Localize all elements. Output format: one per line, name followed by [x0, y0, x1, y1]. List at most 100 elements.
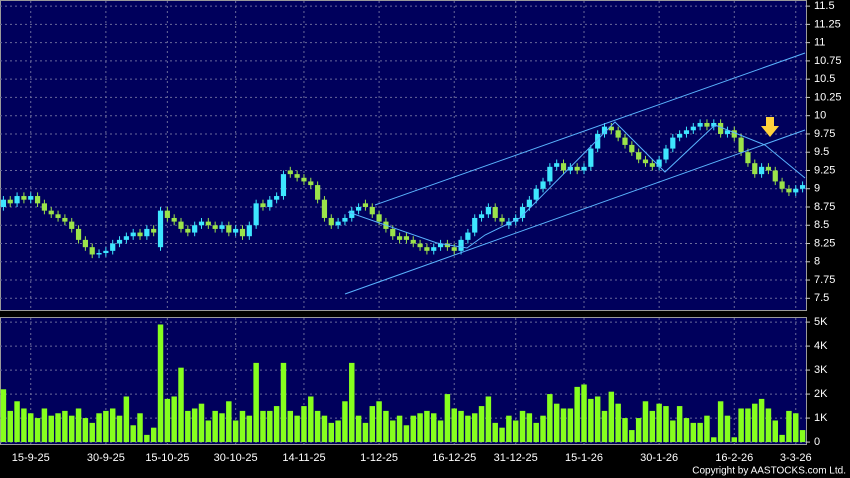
candle-body [601, 126, 608, 134]
candle-body [390, 228, 396, 237]
candle-body [233, 228, 239, 233]
volume-bar [731, 437, 738, 443]
volume-bar [349, 362, 355, 443]
candle-body [724, 130, 731, 134]
candle-body [793, 188, 799, 193]
y-tick-label: 9.75 [814, 128, 835, 140]
candle-body [130, 232, 136, 237]
volume-bar [683, 418, 690, 443]
y-tick-label: 4K [814, 340, 828, 352]
candle-body [96, 253, 102, 255]
volume-bar [376, 401, 382, 443]
candle-body [560, 163, 567, 171]
candle-body [492, 207, 498, 218]
volume-bar [301, 406, 307, 443]
candle-body [608, 126, 614, 131]
y-tick-label: 8.75 [814, 201, 835, 213]
candle-body [519, 207, 526, 218]
volume-bar [417, 413, 423, 443]
trend-lines [344, 52, 806, 295]
volume-bar [663, 406, 669, 443]
volume-bar [704, 415, 710, 443]
candle-body [772, 170, 778, 182]
y-tick-label: 9.25 [814, 164, 835, 176]
volume-bar [431, 413, 437, 443]
candle-body [683, 130, 690, 134]
volume-bar [622, 418, 628, 443]
x-tick-label: 31-12-25 [494, 452, 538, 464]
volume-bar [581, 384, 587, 443]
candle-body [267, 199, 273, 207]
candle-body [403, 236, 410, 240]
candle-body [62, 217, 68, 222]
candle-body [164, 210, 170, 218]
volume-bar [697, 422, 703, 443]
x-tick-label: 3-3-26 [780, 452, 812, 464]
x-tick-label: 16-2-26 [715, 452, 753, 464]
candle-body [431, 247, 437, 251]
candle-body [677, 133, 683, 138]
volume-bar [553, 403, 560, 443]
volume-bar [656, 403, 662, 443]
candle-body [745, 152, 751, 164]
volume-bar [82, 418, 89, 443]
x-tick-label: 15-10-25 [145, 452, 189, 464]
candle-body [41, 203, 47, 211]
volume-bar [506, 415, 512, 443]
volume-bar [711, 437, 717, 443]
candle-body [123, 236, 129, 240]
candle-body [110, 243, 116, 251]
candle-body [472, 217, 478, 233]
volume-bar [724, 415, 731, 443]
y-tick-label: 10 [814, 110, 826, 122]
volume-bar [55, 413, 61, 443]
volume-bar [635, 418, 642, 443]
volume-bar [608, 391, 615, 443]
candle-body [451, 247, 457, 251]
volume-bar [465, 415, 471, 443]
volume-bar [246, 415, 253, 443]
volume-bar [164, 398, 171, 443]
arrow-marker [761, 117, 779, 137]
price-panel [0, 0, 807, 311]
volume-bar [403, 425, 410, 443]
volume-bar [103, 410, 109, 443]
candle-body [349, 210, 355, 218]
volume-bar [137, 413, 143, 443]
volume-bar [779, 434, 785, 443]
volume-bar [267, 410, 273, 443]
candle-body [260, 203, 266, 207]
volume-bar [772, 420, 778, 443]
volume-bar [212, 410, 218, 443]
marks [0, 119, 806, 443]
volume-bar [717, 401, 724, 443]
volume-bar [273, 406, 280, 443]
volume-bar [328, 422, 335, 443]
volume-bar [116, 415, 123, 443]
volume-bar [75, 408, 82, 443]
y-tick-label: 8.5 [814, 219, 829, 231]
candle-body [636, 152, 642, 160]
volume-bar [130, 425, 136, 443]
candle-body [499, 217, 505, 222]
candle-body [588, 148, 594, 167]
volume-bar [642, 401, 649, 443]
candle-body [239, 228, 246, 237]
volume-bar [232, 420, 239, 443]
volume-bar [178, 367, 184, 443]
candle-body [417, 243, 423, 248]
volume-bar [567, 408, 574, 443]
candle-body [253, 203, 259, 226]
x-tick-label: 30-9-25 [87, 452, 125, 464]
volume-bar [676, 406, 683, 443]
candle-body [786, 188, 792, 193]
candle-body [690, 126, 696, 131]
volume-bar [758, 398, 765, 443]
candle-body [14, 196, 20, 204]
candle-body [82, 239, 88, 248]
y-tick-label: 3K [814, 364, 828, 376]
volume-bar [492, 422, 498, 443]
candle-body [157, 210, 164, 248]
x-tick-label: 30-10-25 [214, 452, 258, 464]
